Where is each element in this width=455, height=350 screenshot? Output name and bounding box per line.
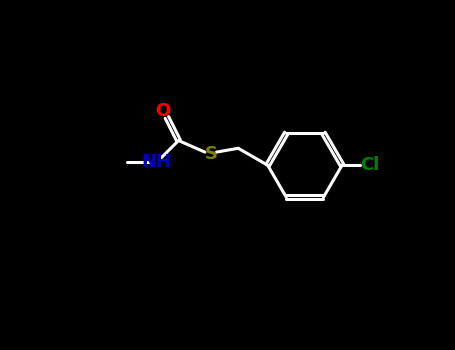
Text: S: S xyxy=(205,145,217,163)
Text: O: O xyxy=(156,102,171,120)
Text: Cl: Cl xyxy=(360,156,379,174)
Text: NH: NH xyxy=(142,153,172,171)
